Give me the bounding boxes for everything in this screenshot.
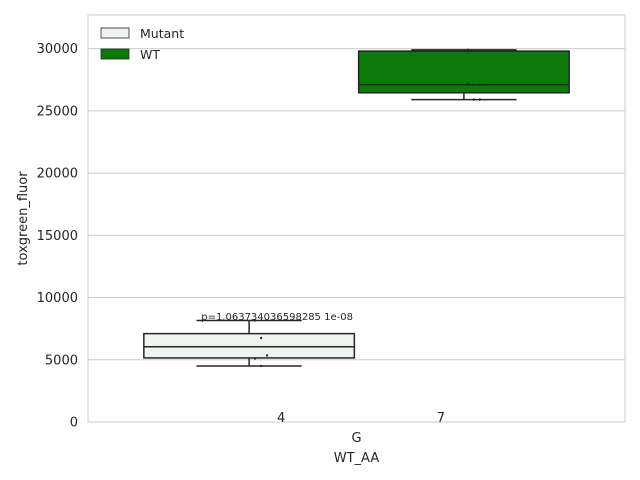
y-tick-label: 0 (70, 416, 78, 431)
data-point (259, 336, 263, 340)
data-point (472, 49, 476, 52)
y-axis: 0 5000 10000 15000 20000 25000 30000 toxgreen_f… (16, 42, 78, 430)
data-point (478, 98, 482, 101)
x-tick-label: G (351, 431, 361, 446)
plot-frame (87, 14, 626, 423)
y-tick-label: 5000 (45, 353, 78, 368)
box-mutant: 4 (143, 319, 356, 426)
legend-label-mutant: Mutant (140, 26, 184, 41)
y-tick-label: 30000 (37, 42, 78, 57)
legend-label-wt: WT (140, 47, 160, 62)
p-value-annotation: p=1.063734036598285 1e-08 (201, 312, 353, 323)
x-axis-label: WT_AA (334, 451, 380, 466)
y-tick-label: 20000 (37, 167, 78, 182)
y-axis-label: toxgreen_fluor (16, 171, 31, 266)
data-point (259, 364, 263, 368)
y-tick-label: 10000 (37, 291, 78, 306)
data-point (253, 319, 257, 322)
data-point (472, 98, 476, 101)
box-wt: 7 (357, 48, 570, 426)
y-tick-label: 25000 (37, 104, 78, 119)
box-iqr (143, 332, 356, 359)
legend-swatch-wt (100, 48, 130, 60)
count-label: 4 (277, 411, 285, 426)
annotations: p=1.063734036598285 1e-08 (201, 312, 353, 323)
data-point (466, 82, 470, 86)
legend: Mutant WT (100, 26, 184, 62)
legend-swatch-mutant (100, 27, 130, 39)
data-point (478, 83, 482, 86)
data-point (466, 48, 470, 52)
y-tick-label: 15000 (37, 229, 78, 244)
data-point (265, 354, 269, 357)
plot-area (87, 14, 626, 423)
box-iqr (357, 50, 570, 94)
x-axis: G WT_AA (334, 431, 380, 466)
data-point (253, 357, 257, 360)
count-label: 7 (437, 411, 445, 426)
